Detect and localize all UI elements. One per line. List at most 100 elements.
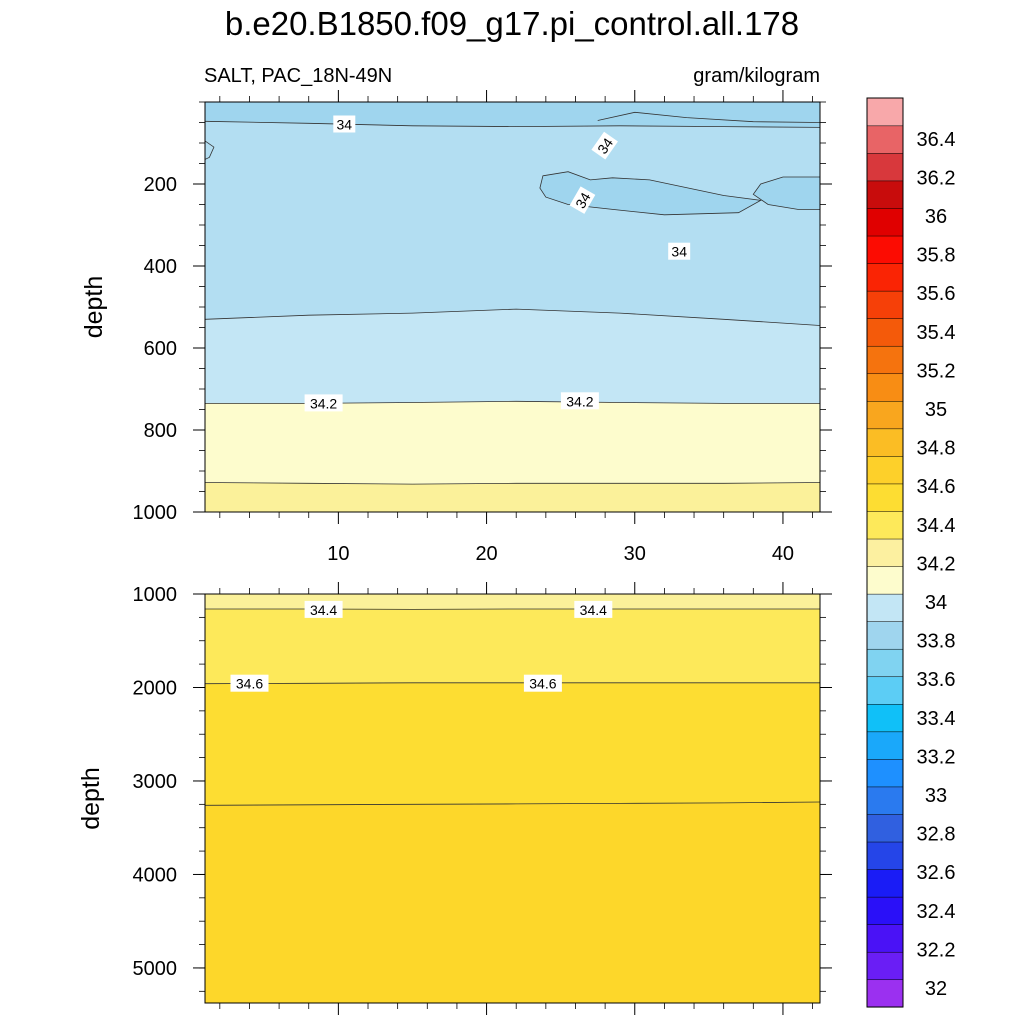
colorbar-swatch (866, 813, 904, 843)
y-tick-label: 1000 (133, 584, 178, 606)
colorbar-swatch (866, 841, 904, 870)
y-tick-label: 200 (144, 174, 177, 196)
svg-text:34: 34 (671, 244, 687, 260)
contour-region (205, 121, 820, 326)
colorbar-label: 35.8 (917, 245, 956, 267)
colorbar-label: 32.8 (917, 824, 956, 846)
colorbar-swatch (866, 207, 904, 237)
colorbar-label: 34.8 (917, 438, 956, 460)
contour-region (539, 171, 762, 216)
colorbar-swatch (866, 869, 904, 898)
contour-line (597, 111, 820, 123)
contour-label: 34.2 (304, 394, 343, 412)
contour-line (205, 120, 820, 128)
x-tick-label: 30 (624, 543, 646, 565)
y-tick-label: 4000 (133, 864, 178, 886)
upper-panel: 34 34 34 34 34.2 34.2 200 400 600 800 1000 10 20 30 40… (80, 90, 832, 565)
contour-label: 34 (668, 242, 691, 260)
contour-label: 34.6 (523, 674, 562, 692)
y-tick-label: 3000 (133, 771, 178, 793)
colorbar-swatch (866, 483, 904, 512)
y-tick-label: 5000 (133, 958, 178, 980)
contour-label: 34 (333, 115, 356, 133)
contour-label: 34.4 (574, 600, 613, 618)
contour-label: 34 (591, 131, 618, 160)
contour-region (205, 609, 820, 684)
colorbar-swatch (866, 400, 904, 430)
contour-line (205, 801, 820, 806)
colorbar-label: 34.4 (917, 515, 956, 537)
colorbar-swatch (866, 290, 904, 319)
colorbar-label: 35.4 (917, 322, 956, 344)
colorbar-swatch (866, 648, 904, 678)
colorbar-swatch (866, 345, 904, 375)
colorbar-label: 33.8 (917, 631, 956, 653)
contour-region (205, 482, 820, 512)
lower-panel: 34.4 34.4 34.6 34.6 1000 2000 3000 4000 5000 dept… (77, 582, 832, 1015)
x-tick-label: 10 (327, 543, 349, 565)
colorbar-swatch (866, 758, 904, 788)
colorbar-swatch (866, 676, 904, 705)
svg-text:34.2: 34.2 (310, 395, 337, 411)
colorbar-swatch (866, 593, 904, 622)
colorbar-swatch (866, 924, 904, 953)
colorbar-label: 33.4 (917, 708, 956, 730)
colorbar-swatch (866, 538, 904, 567)
colorbar-swatch (866, 951, 904, 981)
y-axis-label: depth (77, 767, 105, 830)
colorbar-swatch (866, 786, 904, 815)
colorbar-swatch (866, 125, 904, 154)
svg-text:34.4: 34.4 (580, 602, 607, 618)
x-tick-label: 20 (475, 543, 497, 565)
contour-region (205, 802, 820, 1003)
colorbar-swatch (866, 731, 904, 760)
colorbar-swatch (866, 896, 904, 925)
y-tick-label: 1000 (133, 502, 178, 524)
colorbar-label: 36.4 (917, 129, 956, 151)
colorbar-frame (866, 97, 904, 1008)
colorbar-label: 36.2 (917, 167, 956, 189)
colorbar-label: 33 (925, 785, 947, 807)
contour-region (205, 309, 820, 404)
colorbar-swatch (866, 621, 904, 650)
colorbar-swatch (866, 235, 904, 264)
contour-region (205, 594, 820, 610)
chart-subtitle-variable: SALT, PAC_18N-49N (204, 65, 392, 87)
colorbar-label: 33.6 (917, 669, 956, 691)
x-tick-label: 40 (772, 543, 794, 565)
svg-text:34.4: 34.4 (310, 602, 337, 618)
colorbar-swatch (866, 703, 904, 733)
colorbar-swatch (866, 979, 904, 1008)
colorbar-label: 36 (925, 206, 947, 228)
contour-line (205, 682, 820, 685)
svg-text:34.6: 34.6 (236, 676, 263, 692)
colorbar: 32 32.2 32.4 32.6 32.8 33 33.2 33.4 33.6 33.8 34 34… (866, 97, 956, 1008)
contour-region (205, 401, 820, 485)
contour-label: 34.6 (230, 674, 269, 692)
svg-text:34.6: 34.6 (529, 676, 556, 692)
colorbar-label: 34.2 (917, 553, 956, 575)
contour-region (752, 176, 820, 210)
colorbar-label: 33.2 (917, 746, 956, 768)
colorbar-swatch (866, 97, 904, 127)
plot-frame (204, 593, 821, 1004)
colorbar-label: 32.4 (917, 901, 956, 923)
chart-subtitle-units: gram/kilogram (693, 65, 820, 87)
contour-label: 34.2 (560, 392, 599, 410)
y-tick-label: 400 (144, 256, 177, 278)
colorbar-swatch (866, 152, 904, 182)
colorbar-label: 34.6 (917, 476, 956, 498)
contour-region (205, 682, 820, 806)
colorbar-swatch (866, 318, 904, 347)
y-axis-label: depth (80, 276, 108, 339)
y-tick-label: 2000 (133, 677, 178, 699)
chart-title: b.e20.B1850.f09_g17.pi_control.all.178 (225, 5, 799, 42)
contour-region (205, 102, 820, 128)
svg-text:34.2: 34.2 (566, 393, 593, 409)
colorbar-swatch (866, 566, 904, 595)
svg-text:34: 34 (337, 117, 353, 133)
colorbar-label: 32.2 (917, 939, 956, 961)
colorbar-label: 32.6 (917, 862, 956, 884)
y-tick-label: 800 (144, 420, 177, 442)
